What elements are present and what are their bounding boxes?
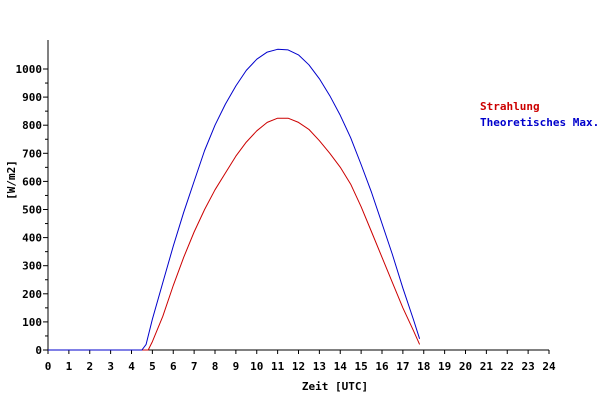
y-tick-label: 400 — [22, 232, 42, 245]
x-tick-label: 14 — [334, 360, 348, 373]
series-lines — [48, 48, 421, 351]
y-tick-label: 900 — [22, 91, 42, 104]
x-tick-label: 20 — [459, 360, 472, 373]
y-tick-label: 100 — [22, 316, 42, 329]
series-line-0 — [48, 117, 421, 351]
x-tick-label: 11 — [271, 360, 285, 373]
x-tick-label: 5 — [149, 360, 156, 373]
x-tick-label: 16 — [375, 360, 389, 373]
x-tick-label: 2 — [86, 360, 93, 373]
legend-label-theoretisches-max: Theoretisches Max. — [480, 116, 599, 129]
x-tick-label: 18 — [417, 360, 430, 373]
series-line-1 — [48, 48, 421, 351]
legend: Strahlung Theoretisches Max. — [480, 100, 599, 129]
x-tick-label: 8 — [212, 360, 219, 373]
x-tick-label: 24 — [542, 360, 556, 373]
x-tick-label: 6 — [170, 360, 177, 373]
y-tick-label: 600 — [22, 175, 42, 188]
x-axis-label: Zeit [UTC] — [302, 380, 368, 393]
x-tick-label: 19 — [438, 360, 451, 373]
x-tick-label: 23 — [522, 360, 535, 373]
x-tick-label: 3 — [107, 360, 114, 373]
x-tick-label: 15 — [355, 360, 368, 373]
y-tick-label: 800 — [22, 119, 42, 132]
x-tick-label: 7 — [191, 360, 198, 373]
x-tick-label: 13 — [313, 360, 326, 373]
y-tick-label: 500 — [22, 204, 42, 217]
y-tick-label: 200 — [22, 288, 42, 301]
x-tick-label: 22 — [501, 360, 514, 373]
y-tick-label: 1000 — [16, 63, 43, 76]
x-tick-label: 0 — [45, 360, 52, 373]
y-tick-label: 300 — [22, 260, 42, 273]
y-tick-label: 700 — [22, 147, 42, 160]
x-tick-label: 10 — [250, 360, 263, 373]
x-tick-label: 4 — [128, 360, 135, 373]
y-axis-label: [W/m2] — [5, 160, 18, 200]
x-tick-label: 9 — [233, 360, 240, 373]
x-tick-label: 1 — [66, 360, 73, 373]
legend-label-strahlung: Strahlung — [480, 100, 540, 113]
x-tick-label: 21 — [480, 360, 494, 373]
y-tick-label: 0 — [35, 344, 42, 357]
x-tick-label: 17 — [396, 360, 409, 373]
x-tick-label: 12 — [292, 360, 305, 373]
